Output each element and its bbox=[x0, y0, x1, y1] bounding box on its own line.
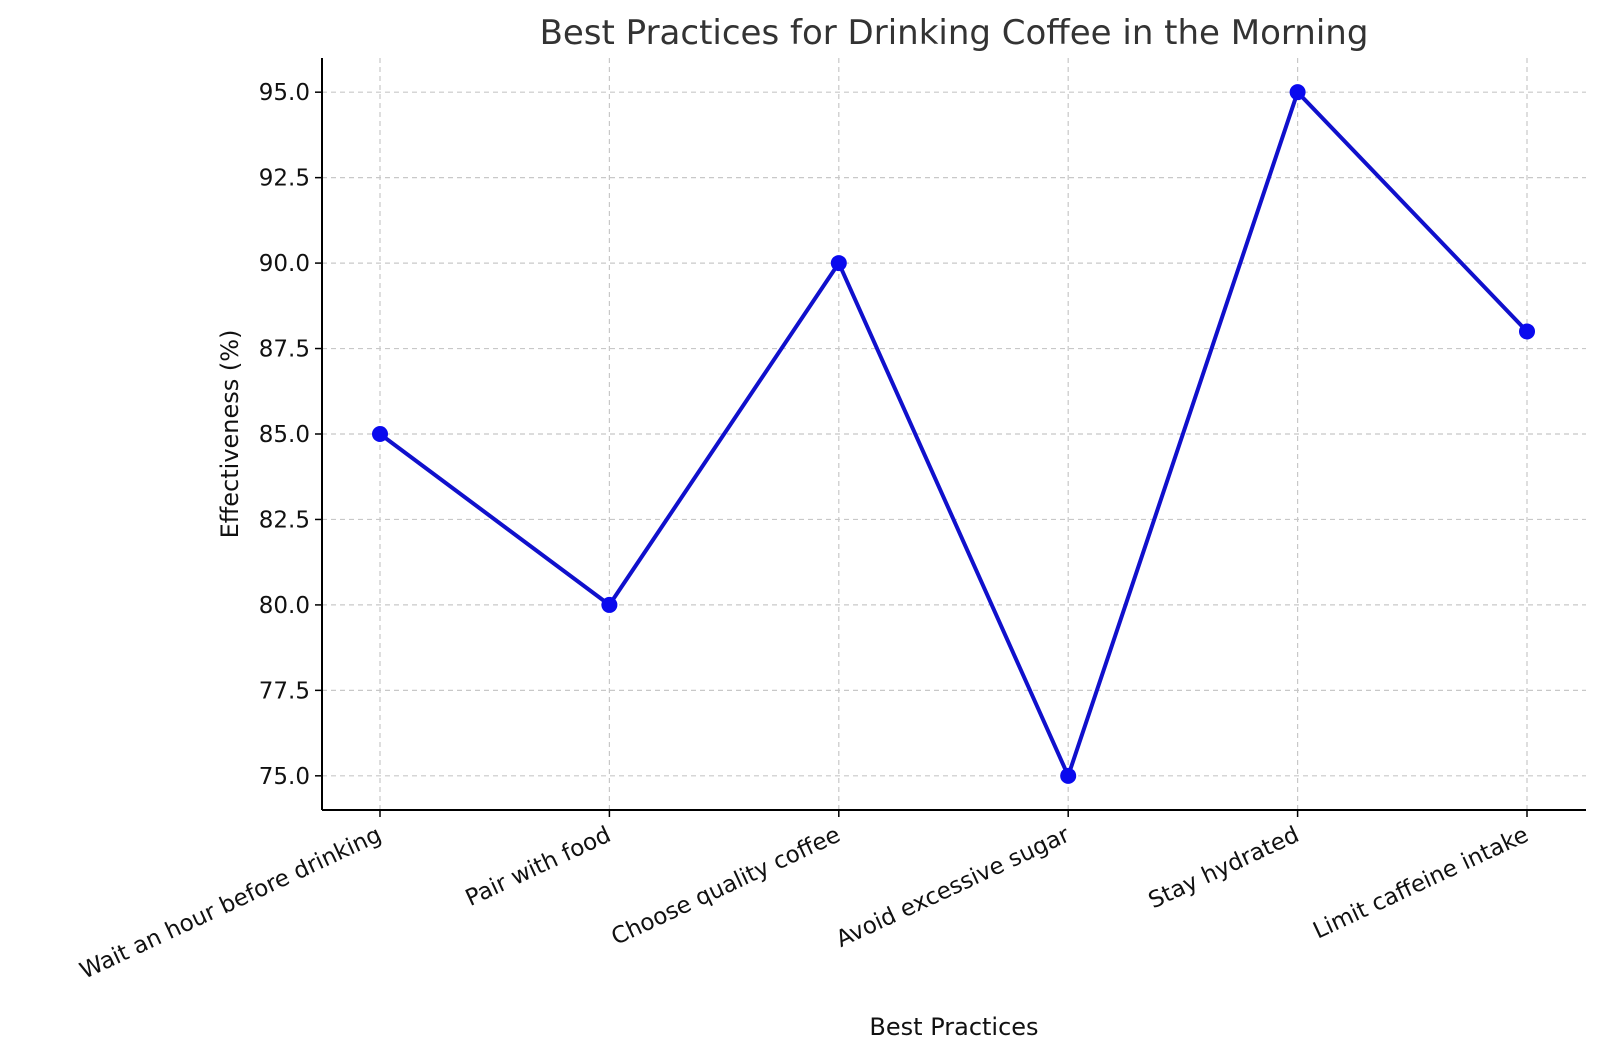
data-point bbox=[1289, 84, 1306, 101]
chart-title: Best Practices for Drinking Coffee in th… bbox=[540, 13, 1369, 53]
x-tick-label: Limit caffeine intake bbox=[1309, 822, 1532, 945]
x-tick-label: Stay hydrated bbox=[1145, 822, 1303, 914]
y-tick-label: 75.0 bbox=[259, 764, 310, 790]
data-point bbox=[372, 426, 388, 442]
grid bbox=[322, 58, 1586, 810]
data-point bbox=[1519, 323, 1535, 340]
series bbox=[372, 84, 1535, 784]
x-axis-label: Best Practices bbox=[869, 1013, 1038, 1041]
data-point bbox=[830, 255, 847, 272]
y-tick-label: 92.5 bbox=[259, 166, 310, 192]
series-line bbox=[378, 88, 1529, 782]
y-tick-label: 77.5 bbox=[259, 678, 310, 704]
x-tick-label: Wait an hour before drinking bbox=[76, 822, 385, 985]
y-ticks: 75.0 77.5 80.0 82.5 85.0 87.5 90.0 92.5 95.0 bbox=[259, 80, 322, 790]
x-tick-label: Avoid excessive sugar bbox=[832, 822, 1074, 953]
data-point bbox=[1060, 767, 1077, 784]
y-tick-label: 95.0 bbox=[259, 80, 310, 106]
x-ticks: Wait an hour before drinking Pair with fo… bbox=[76, 810, 1533, 985]
y-tick-label: 82.5 bbox=[259, 507, 310, 533]
y-tick-label: 87.5 bbox=[259, 337, 310, 363]
y-tick-label: 90.0 bbox=[259, 251, 310, 277]
x-tick-label: Pair with food bbox=[462, 822, 615, 912]
y-tick-label: 85.0 bbox=[259, 422, 310, 448]
data-point bbox=[601, 596, 618, 613]
x-tick-label: Choose quality coffee bbox=[608, 822, 845, 951]
y-tick-label: 80.0 bbox=[259, 593, 310, 619]
y-axis-label: Effectiveness (%) bbox=[216, 330, 244, 539]
